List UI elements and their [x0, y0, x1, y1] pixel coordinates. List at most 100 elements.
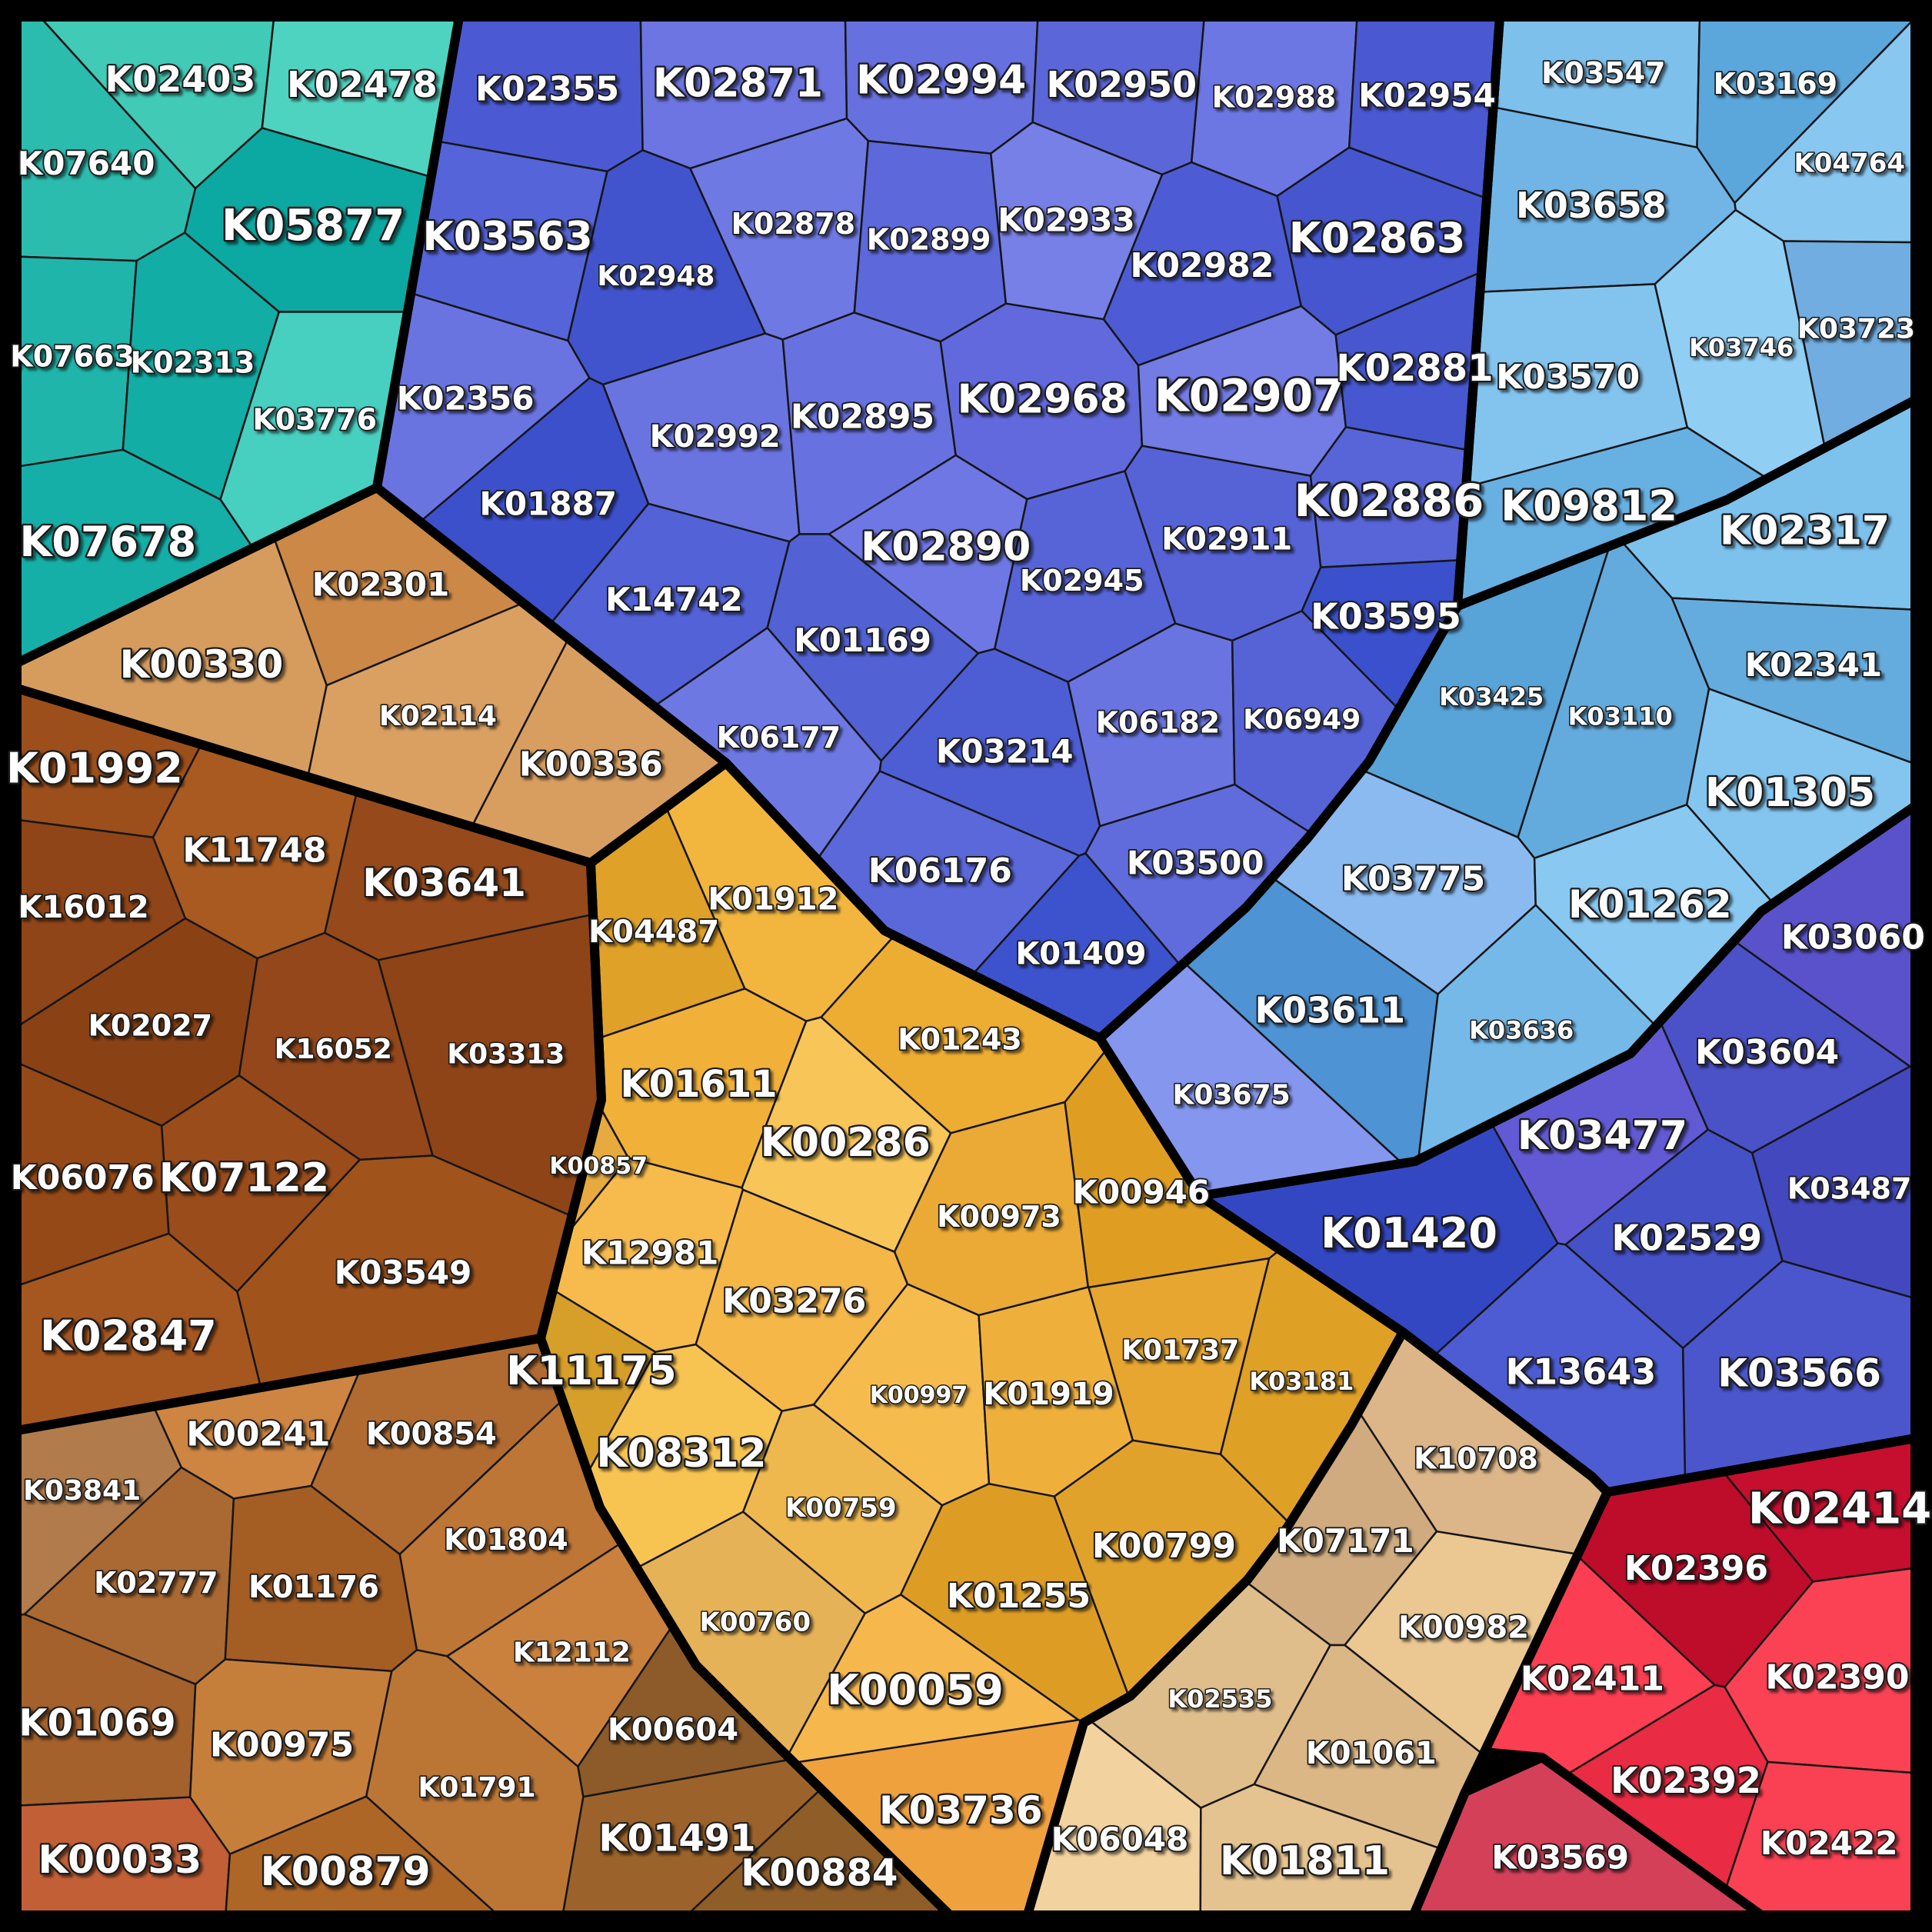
cell-label-K03723: K03723 — [1797, 314, 1915, 345]
cell-label-K00760: K00760 — [699, 1607, 811, 1637]
cell-label-K03060: K03060 — [1781, 918, 1925, 958]
cells-layer — [15, 15, 1917, 1917]
cell-label-K01919: K01919 — [983, 1377, 1114, 1412]
cell-label-K02899: K02899 — [867, 223, 991, 257]
cell-label-K03169: K03169 — [1713, 67, 1837, 101]
cell-label-K01243: K01243 — [898, 1023, 1022, 1057]
cell-label-K07171: K07171 — [1277, 1522, 1414, 1560]
cell-label-K00286: K00286 — [761, 1120, 931, 1166]
cell-label-K03563: K03563 — [422, 214, 592, 260]
cell-label-K07640: K07640 — [18, 145, 155, 182]
cell-label-K05877: K05877 — [222, 201, 405, 251]
cell-label-K09812: K09812 — [1501, 481, 1677, 530]
cell-label-K02982: K02982 — [1130, 246, 1274, 285]
cell-label-K03736: K03736 — [879, 1788, 1043, 1833]
cell-label-K14742: K14742 — [605, 581, 743, 618]
cell-label-K10708: K10708 — [1414, 1441, 1538, 1475]
cell-label-K02890: K02890 — [861, 525, 1031, 571]
cell-label-K03658: K03658 — [1516, 185, 1667, 226]
cell-label-K03569: K03569 — [1491, 1838, 1629, 1876]
cell-label-K02954: K02954 — [1358, 77, 1496, 115]
cell-label-K02414: K02414 — [1748, 1484, 1931, 1534]
cell-label-K01255: K01255 — [947, 1577, 1091, 1616]
cell-label-K02994: K02994 — [856, 58, 1026, 104]
cell-label-K01804: K01804 — [444, 1523, 568, 1557]
cell-label-K03500: K03500 — [1127, 844, 1264, 881]
cell-label-K01791: K01791 — [418, 1772, 536, 1804]
cell-label-K02355: K02355 — [475, 69, 619, 108]
cell-label-K01420: K01420 — [1321, 1209, 1497, 1257]
cell-label-K02356: K02356 — [397, 380, 535, 418]
cell-label-K02390: K02390 — [1765, 1658, 1909, 1697]
cell-label-K03313: K03313 — [447, 1038, 565, 1070]
cell-label-K02871: K02871 — [653, 60, 823, 106]
cell-label-K06177: K06177 — [717, 721, 841, 754]
cell-label-K03425: K03425 — [1439, 682, 1544, 711]
cell-label-K01305: K01305 — [1705, 770, 1875, 816]
cell-label-K06949: K06949 — [1243, 704, 1361, 735]
cell-label-K00336: K00336 — [519, 745, 663, 784]
cell-label-K02114: K02114 — [379, 701, 497, 732]
cell-label-K02992: K02992 — [650, 419, 781, 455]
cell-label-K03611: K03611 — [1254, 989, 1405, 1031]
cell-label-K16012: K16012 — [18, 890, 149, 925]
cell-label-K06176: K06176 — [868, 851, 1012, 891]
cell-label-K02911: K02911 — [1161, 522, 1292, 558]
cell-label-K01491: K01491 — [598, 1817, 755, 1860]
cell-label-K00059: K00059 — [827, 1666, 1004, 1714]
cell-label-K03776: K03776 — [252, 403, 377, 437]
cell-label-K03746: K03746 — [1689, 333, 1794, 362]
cell-label-K08312: K08312 — [596, 1431, 766, 1477]
cell-label-K00946: K00946 — [1072, 1174, 1210, 1211]
cell-label-K16052: K16052 — [275, 1034, 392, 1065]
cell-label-K01169: K01169 — [794, 621, 931, 659]
cell-label-K02777: K02777 — [94, 1566, 218, 1600]
cell-label-K03547: K03547 — [1541, 56, 1666, 90]
cell-label-K04487: K04487 — [588, 914, 719, 950]
cell-label-K03775: K03775 — [1341, 859, 1485, 898]
cell-label-K01061: K01061 — [1306, 1736, 1437, 1771]
cell-label-K02317: K02317 — [1720, 508, 1890, 554]
cell-label-K00033: K00033 — [38, 1837, 202, 1882]
cell-label-K00884: K00884 — [741, 1852, 898, 1895]
cell-label-K03276: K03276 — [722, 1282, 866, 1321]
cell-label-K02968: K02968 — [958, 376, 1128, 422]
cell-label-K01737: K01737 — [1121, 1335, 1239, 1367]
cell-label-K03487: K03487 — [1787, 1171, 1912, 1205]
cell-label-K00879: K00879 — [260, 1849, 430, 1895]
cell-label-K07122: K07122 — [159, 1155, 329, 1201]
cell-label-K03604: K03604 — [1695, 1033, 1839, 1072]
cell-label-K03110: K03110 — [1568, 701, 1673, 731]
cluster-borders-layer — [12, 12, 1920, 1920]
cell-label-K00973: K00973 — [937, 1200, 1061, 1234]
cell-label-K06182: K06182 — [1096, 706, 1221, 740]
cell-label-K02535: K02535 — [1168, 1684, 1272, 1714]
cell-label-K02878: K02878 — [731, 207, 855, 241]
cell-label-K01262: K01262 — [1568, 882, 1732, 927]
cell-label-K12112: K12112 — [513, 1637, 631, 1668]
cell-label-K02411: K02411 — [1521, 1660, 1664, 1699]
cell-label-K03595: K03595 — [1311, 596, 1461, 638]
cell-label-K03566: K03566 — [1717, 1351, 1881, 1395]
cell-label-K02478: K02478 — [287, 64, 438, 105]
cell-label-K02895: K02895 — [791, 398, 934, 437]
cell-label-K03636: K03636 — [1469, 1016, 1574, 1045]
cell-label-K06076: K06076 — [11, 1158, 155, 1198]
cell-label-K00854: K00854 — [366, 1417, 497, 1452]
cell-label-K02950: K02950 — [1046, 64, 1197, 105]
cell-label-K02341: K02341 — [1745, 646, 1883, 684]
cell-label-K02945: K02945 — [1020, 564, 1144, 598]
cell-label-K03570: K03570 — [1496, 358, 1640, 397]
cell-label-K02301: K02301 — [312, 565, 450, 603]
cell-label-K00997: K00997 — [870, 1382, 968, 1409]
cell-label-K02907: K02907 — [1154, 369, 1344, 421]
cell-label-K02313: K02313 — [131, 346, 255, 380]
cell-label-K02933: K02933 — [998, 202, 1135, 239]
cell-label-K00857: K00857 — [549, 1153, 648, 1180]
cell-label-K01069: K01069 — [18, 1701, 175, 1744]
cell-label-K02403: K02403 — [105, 58, 256, 100]
cell-label-K03477: K03477 — [1517, 1113, 1687, 1159]
cell-label-K11748: K11748 — [182, 831, 326, 871]
